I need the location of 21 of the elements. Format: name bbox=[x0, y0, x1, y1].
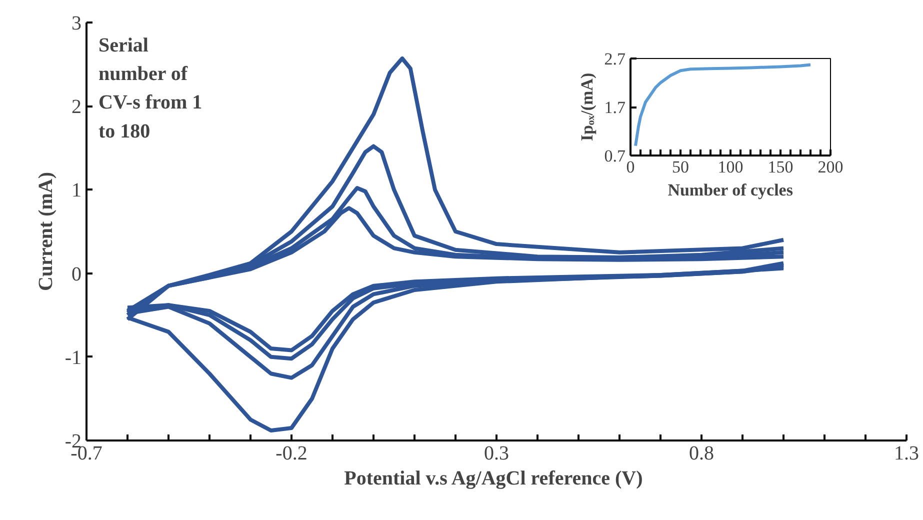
x-tick-label: 50 bbox=[672, 158, 689, 176]
x-axis-title: Number of cycles bbox=[668, 180, 794, 200]
y-tick-label: 0.7 bbox=[604, 146, 626, 166]
y-tick-label: 1 bbox=[72, 180, 82, 202]
x-tick-label: 0.8 bbox=[689, 442, 714, 464]
y-tick-label: 2 bbox=[72, 96, 82, 118]
y-tick-label: 0 bbox=[72, 263, 82, 286]
x-tick-label: 150 bbox=[768, 158, 794, 176]
x-tick-label: 200 bbox=[818, 158, 844, 176]
y-tick-label: -1 bbox=[64, 346, 82, 369]
x-axis-title: Potential v.s Ag/AgCl reference (V) bbox=[344, 468, 643, 490]
y-tick-label: 3 bbox=[72, 12, 82, 34]
annotation: Serial number of CV-s from 1 to 180 bbox=[98, 34, 202, 142]
x-tick-label: 100 bbox=[718, 158, 744, 176]
y-axis-title: Ipₒₓ/(mA) bbox=[577, 72, 596, 142]
x-tick-label: 0.3 bbox=[484, 442, 509, 464]
x-tick-label: 1.3 bbox=[894, 442, 919, 464]
x-tick-label: -0.2 bbox=[276, 442, 308, 464]
y-tick-label: 1.7 bbox=[604, 98, 626, 117]
y-tick-label: 2.7 bbox=[604, 50, 626, 68]
y-axis-title: Current (mA) bbox=[34, 172, 57, 292]
